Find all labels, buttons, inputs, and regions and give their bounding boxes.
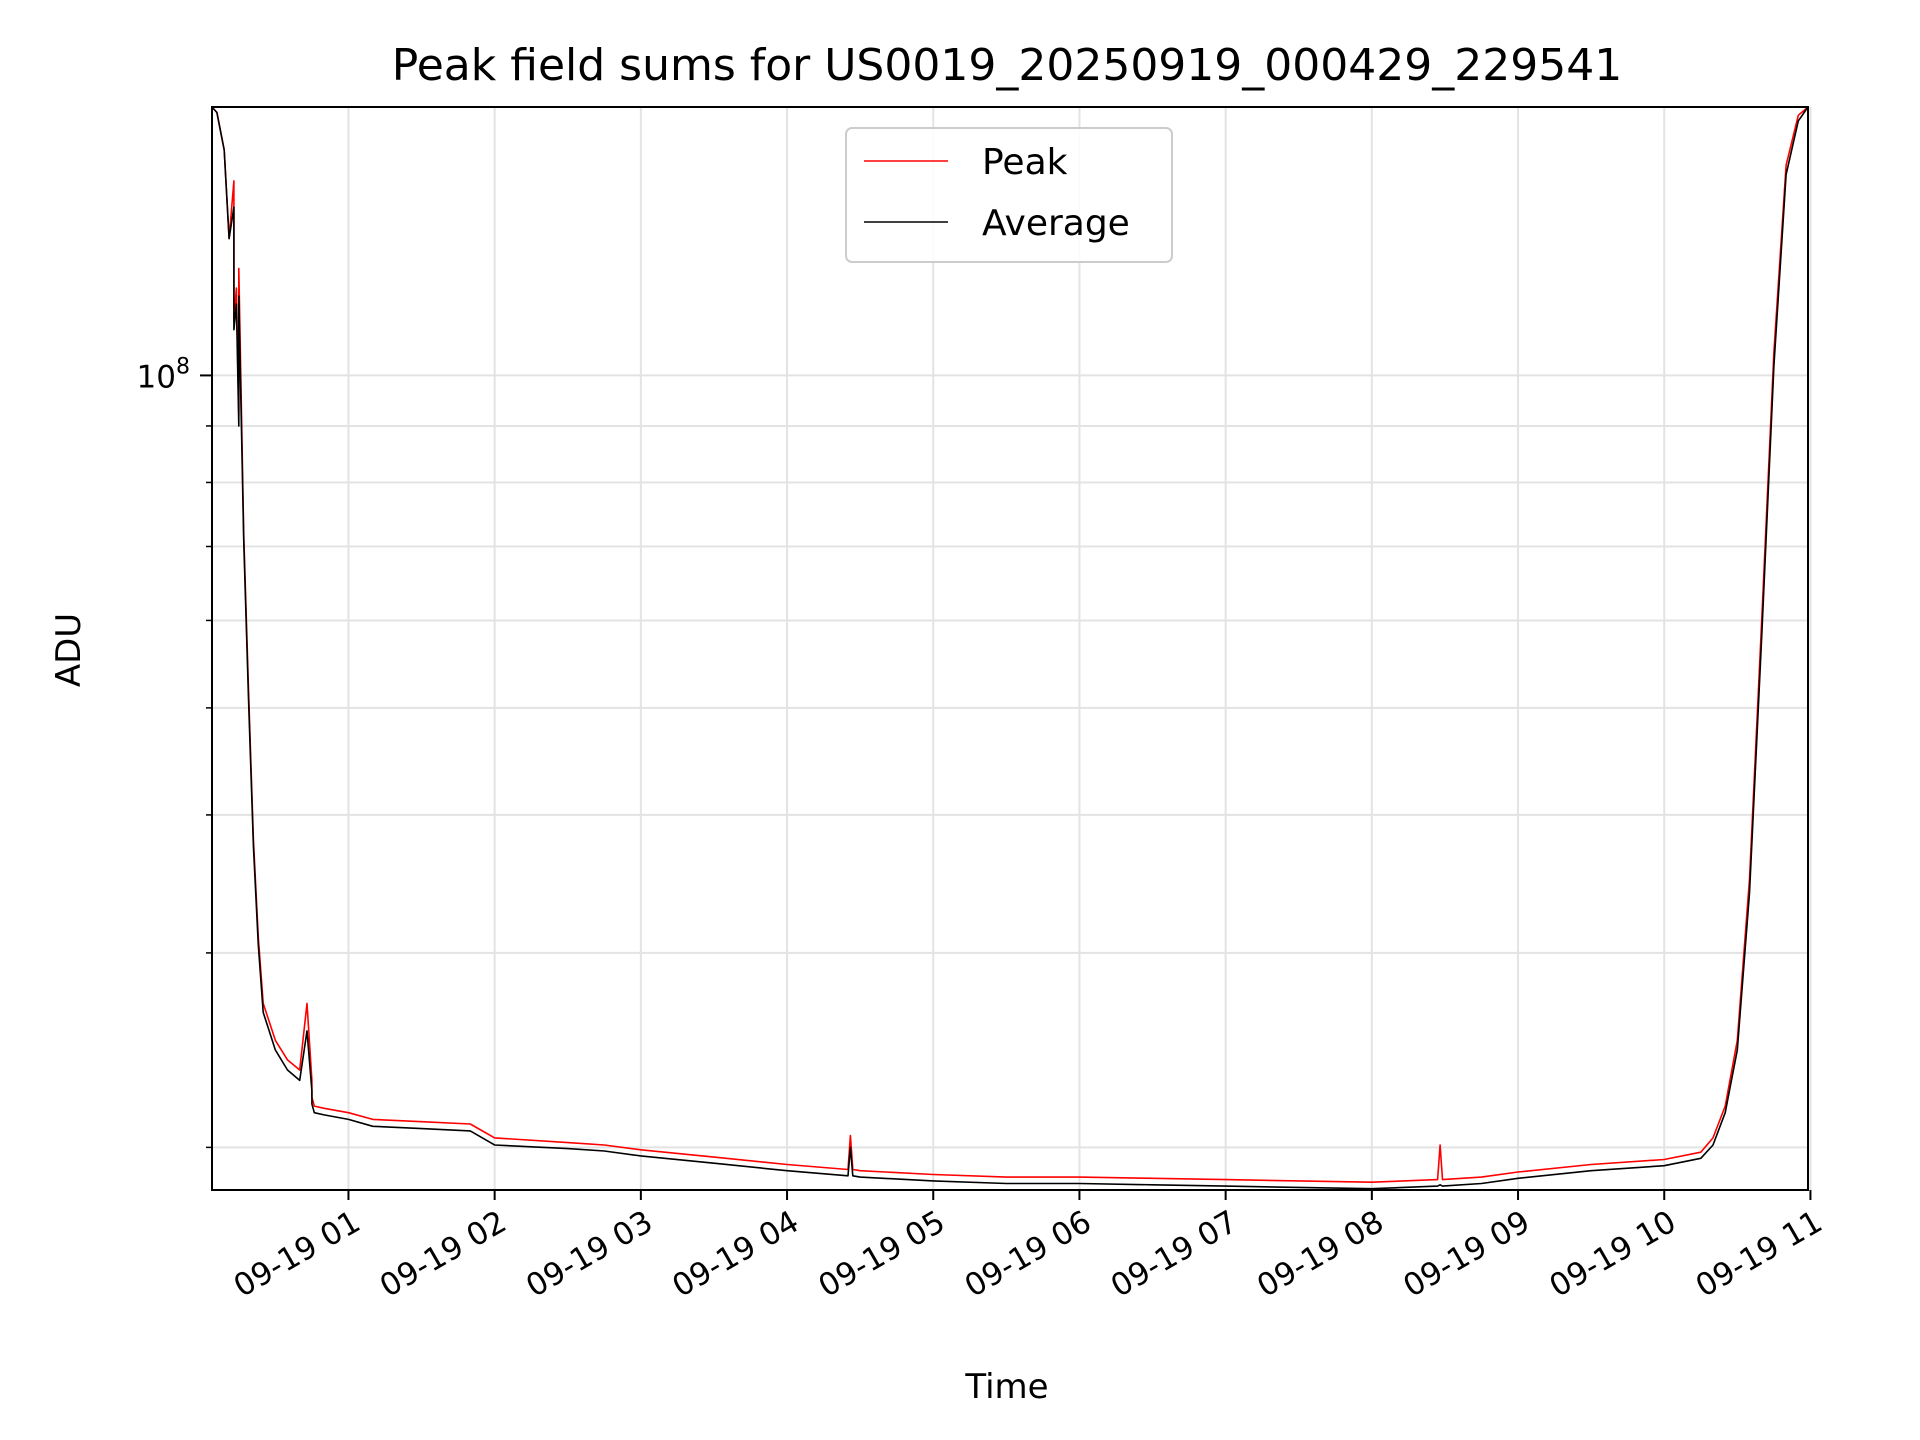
x-tick-label: 09-19 03 — [520, 1204, 659, 1305]
x-tick-label: 09-19 06 — [959, 1204, 1098, 1305]
x-axis-label: Time — [964, 1367, 1048, 1407]
x-tick-label: 09-19 09 — [1397, 1204, 1536, 1305]
plot-frame — [211, 106, 1809, 1191]
x-axis: 09-19 01 09-19 02 09-19 03 09-19 04 09-19 05… — [228, 1190, 1829, 1305]
y-axis: 108 — [137, 354, 212, 1149]
series-line-peak — [211, 106, 1809, 1183]
x-tick-label: 09-19 10 — [1544, 1204, 1683, 1305]
legend-label-peak: Peak — [982, 142, 1068, 183]
x-tick-label: 09-19 08 — [1251, 1204, 1390, 1305]
legend-label-average: Average — [982, 203, 1130, 244]
x-tick-label: 09-19 07 — [1105, 1204, 1244, 1305]
series-group — [211, 106, 1809, 1190]
x-tick-label: 09-19 11 — [1690, 1204, 1829, 1305]
series-line-average — [211, 106, 1809, 1190]
grid — [212, 107, 1812, 1190]
x-tick-label: 09-19 04 — [666, 1204, 805, 1305]
x-tick-label: 09-19 02 — [374, 1204, 513, 1305]
legend: Peak Average — [845, 127, 1173, 263]
chart-title: Peak field sums for US0019_20250919_0004… — [392, 40, 1622, 91]
y-axis-label: ADU — [49, 613, 89, 687]
x-tick-label: 09-19 01 — [228, 1204, 367, 1305]
x-tick-label: 09-19 05 — [813, 1204, 952, 1305]
y-tick-label: 108 — [137, 354, 190, 395]
